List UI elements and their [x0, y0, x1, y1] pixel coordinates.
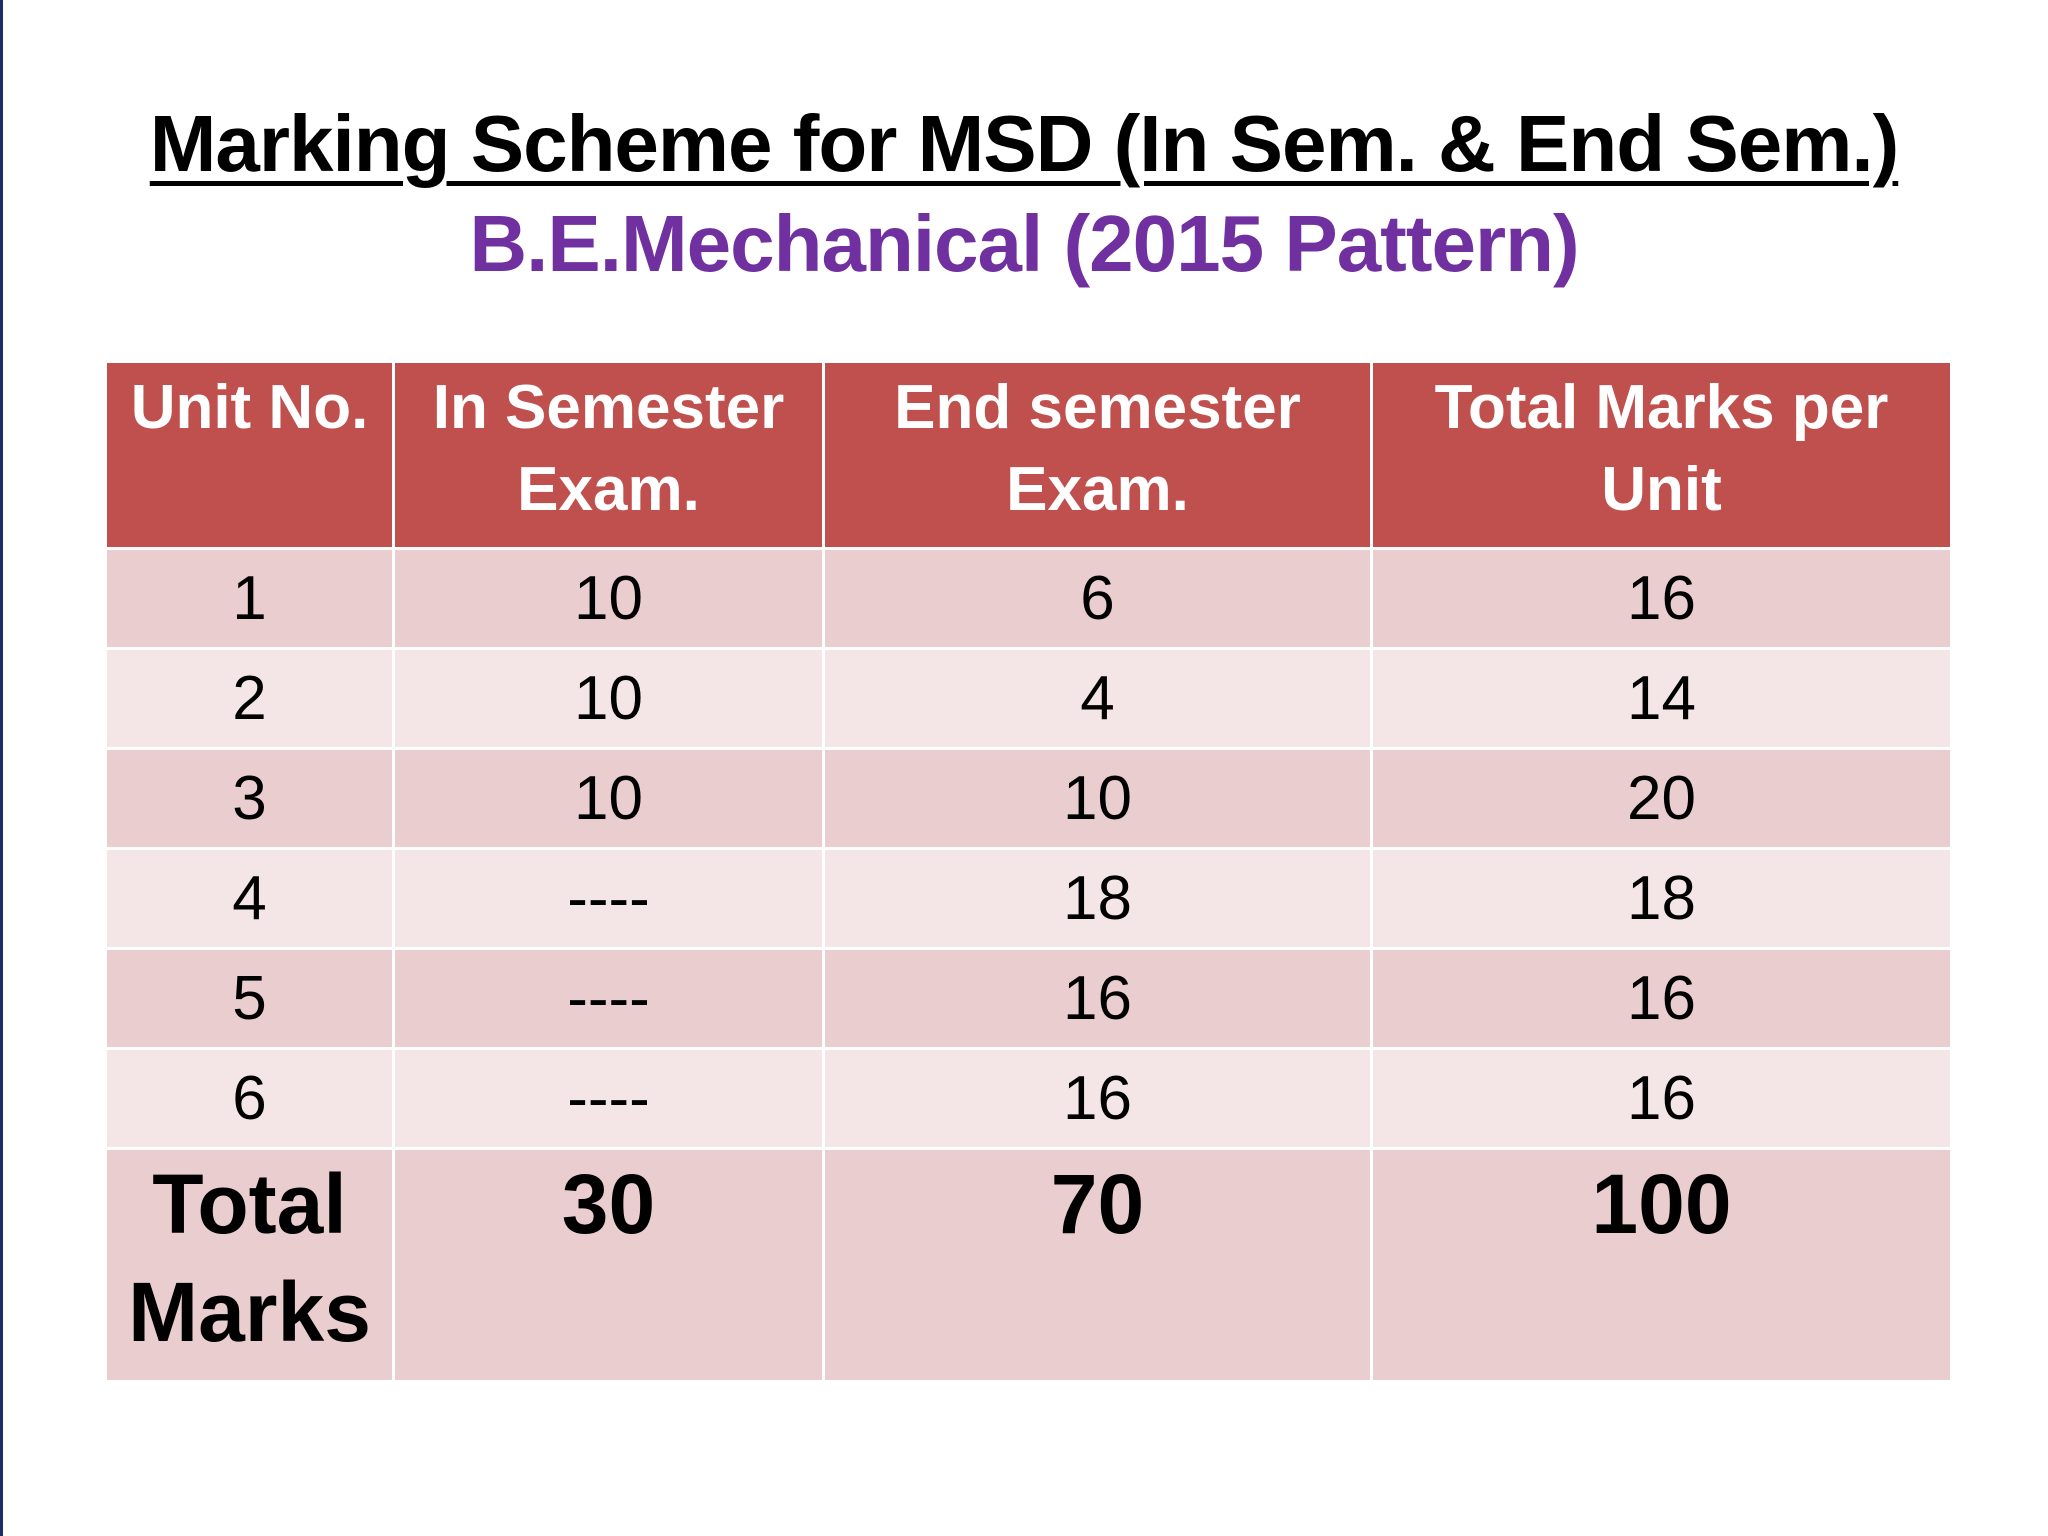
- cell-total: 20: [1370, 747, 1953, 850]
- total-grand: 100: [1370, 1147, 1953, 1383]
- cell-unit: 5: [104, 947, 395, 1050]
- table-row: 6 ---- 16 16: [104, 1047, 1953, 1150]
- cell-total: 16: [1370, 547, 1953, 650]
- table-row: 5 ---- 16 16: [104, 947, 1953, 1050]
- cell-in-sem: 10: [392, 647, 825, 750]
- slide-left-border: [0, 0, 3, 1536]
- cell-end-sem: 4: [822, 647, 1373, 750]
- cell-end-sem: 18: [822, 847, 1373, 950]
- cell-in-sem: ----: [392, 947, 825, 1050]
- cell-in-sem: ----: [392, 847, 825, 950]
- table-row: 2 10 4 14: [104, 647, 1953, 750]
- cell-total: 14: [1370, 647, 1953, 750]
- total-in-sem: 30: [392, 1147, 825, 1383]
- table-row: 4 ---- 18 18: [104, 847, 1953, 950]
- cell-end-sem: 6: [822, 547, 1373, 650]
- total-marks-row: Total Marks 30 70 100: [104, 1147, 1953, 1383]
- cell-unit: 6: [104, 1047, 395, 1150]
- table-header-row: Unit No. In Semester Exam. End semester …: [104, 360, 1953, 550]
- header-unit-no: Unit No.: [104, 360, 395, 550]
- header-in-semester: In Semester Exam.: [392, 360, 825, 550]
- cell-end-sem: 10: [822, 747, 1373, 850]
- cell-end-sem: 16: [822, 947, 1373, 1050]
- cell-in-sem: ----: [392, 1047, 825, 1150]
- cell-in-sem: 10: [392, 547, 825, 650]
- cell-in-sem: 10: [392, 747, 825, 850]
- header-total-per-unit: Total Marks per Unit: [1370, 360, 1953, 550]
- cell-unit: 4: [104, 847, 395, 950]
- slide-title: Marking Scheme for MSD (In Sem. & End Se…: [0, 96, 2048, 192]
- cell-unit: 3: [104, 747, 395, 850]
- marking-scheme-table: Unit No. In Semester Exam. End semester …: [104, 360, 1953, 1383]
- cell-unit: 2: [104, 647, 395, 750]
- cell-end-sem: 16: [822, 1047, 1373, 1150]
- total-end-sem: 70: [822, 1147, 1373, 1383]
- cell-total: 16: [1370, 1047, 1953, 1150]
- table-row: 1 10 6 16: [104, 547, 1953, 650]
- cell-unit: 1: [104, 547, 395, 650]
- table-row: 3 10 10 20: [104, 747, 1953, 850]
- total-marks-label: Total Marks: [104, 1147, 395, 1383]
- cell-total: 18: [1370, 847, 1953, 950]
- header-end-semester: End semester Exam.: [822, 360, 1373, 550]
- slide-title-text: Marking Scheme for MSD (In Sem. & End Se…: [149, 99, 1899, 188]
- slide-subtitle: B.E.Mechanical (2015 Pattern): [469, 199, 1579, 288]
- cell-total: 16: [1370, 947, 1953, 1050]
